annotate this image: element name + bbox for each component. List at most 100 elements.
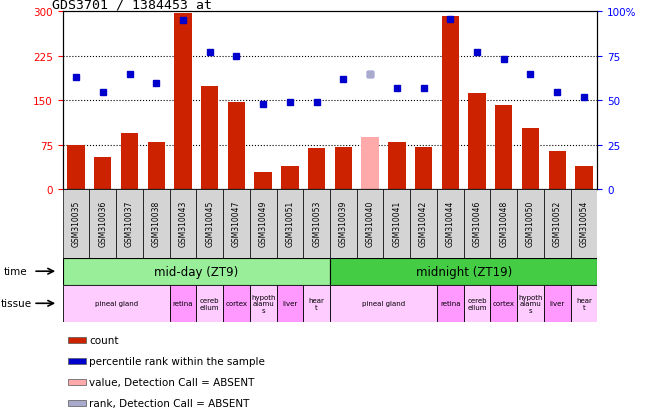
Text: GSM310047: GSM310047	[232, 200, 241, 247]
Bar	[68, 337, 86, 343]
Text: GSM310042: GSM310042	[419, 200, 428, 246]
Bar	[223, 285, 249, 322]
Text: hypoth
alamu
s: hypoth alamu s	[251, 294, 275, 313]
Bar	[469, 93, 486, 190]
Bar	[68, 380, 86, 385]
Text: midnight (ZT19): midnight (ZT19)	[416, 265, 512, 278]
Bar	[277, 190, 304, 258]
Text: GSM310036: GSM310036	[98, 200, 108, 247]
Bar	[415, 147, 432, 190]
Bar	[304, 285, 330, 322]
Bar	[255, 172, 272, 190]
Bar	[495, 105, 512, 190]
Bar	[330, 190, 356, 258]
Bar	[356, 190, 383, 258]
Bar	[517, 190, 544, 258]
Bar	[330, 258, 597, 285]
Bar	[281, 166, 298, 190]
Bar	[330, 285, 437, 322]
Text: GSM310039: GSM310039	[339, 200, 348, 247]
Bar	[223, 190, 249, 258]
Bar	[197, 190, 223, 258]
Bar	[308, 149, 325, 190]
Text: percentile rank within the sample: percentile rank within the sample	[89, 356, 265, 366]
Bar	[277, 285, 304, 322]
Bar	[437, 285, 464, 322]
Text: retina: retina	[173, 301, 193, 306]
Bar	[143, 190, 170, 258]
Bar	[90, 190, 116, 258]
Text: liver: liver	[282, 301, 298, 306]
Text: liver: liver	[550, 301, 565, 306]
Bar	[570, 285, 597, 322]
Text: GSM310045: GSM310045	[205, 200, 214, 247]
Text: hear
t: hear t	[309, 297, 325, 310]
Text: GSM310038: GSM310038	[152, 200, 161, 246]
Text: pineal gland: pineal gland	[94, 301, 138, 306]
Text: cereb
ellum: cereb ellum	[200, 297, 220, 310]
Bar	[388, 142, 405, 190]
Text: cortex: cortex	[493, 301, 515, 306]
Bar	[170, 190, 197, 258]
Text: GSM310050: GSM310050	[526, 200, 535, 247]
Bar	[94, 157, 112, 190]
Bar	[383, 190, 411, 258]
Bar	[463, 285, 490, 322]
Bar	[116, 190, 143, 258]
Bar	[68, 400, 86, 406]
Bar	[437, 190, 464, 258]
Text: hypoth
alamu
s: hypoth alamu s	[518, 294, 543, 313]
Bar	[304, 190, 330, 258]
Text: retina: retina	[440, 301, 461, 306]
Text: rank, Detection Call = ABSENT: rank, Detection Call = ABSENT	[89, 398, 249, 408]
Text: cortex: cortex	[226, 301, 248, 306]
Bar	[544, 190, 571, 258]
Text: pineal gland: pineal gland	[362, 301, 405, 306]
Text: tissue: tissue	[1, 299, 32, 309]
Bar	[250, 285, 277, 322]
Text: GSM310046: GSM310046	[473, 200, 482, 247]
Bar	[490, 190, 517, 258]
Text: time: time	[3, 266, 27, 277]
Text: GSM310043: GSM310043	[178, 200, 187, 247]
Bar	[67, 146, 84, 190]
Text: GSM310035: GSM310035	[71, 200, 81, 247]
Bar	[522, 129, 539, 190]
Bar	[548, 152, 566, 190]
Text: GSM310037: GSM310037	[125, 200, 134, 247]
Text: GSM310048: GSM310048	[499, 200, 508, 246]
Bar	[148, 142, 165, 190]
Bar	[68, 358, 86, 364]
Text: GSM310052: GSM310052	[552, 200, 562, 246]
Text: GSM310053: GSM310053	[312, 200, 321, 247]
Text: GSM310049: GSM310049	[259, 200, 268, 247]
Bar	[442, 17, 459, 190]
Bar	[463, 190, 490, 258]
Text: value, Detection Call = ABSENT: value, Detection Call = ABSENT	[89, 377, 254, 387]
Bar	[411, 190, 437, 258]
Text: GDS3701 / 1384453_at: GDS3701 / 1384453_at	[52, 0, 212, 11]
Bar	[362, 138, 379, 190]
Bar	[63, 285, 170, 322]
Bar	[201, 86, 218, 190]
Bar	[490, 285, 517, 322]
Text: GSM310044: GSM310044	[446, 200, 455, 247]
Text: count: count	[89, 335, 118, 345]
Bar	[517, 285, 544, 322]
Bar	[228, 102, 245, 190]
Text: mid-day (ZT9): mid-day (ZT9)	[154, 265, 238, 278]
Bar	[121, 134, 138, 190]
Text: GSM310040: GSM310040	[366, 200, 375, 247]
Bar	[544, 285, 571, 322]
Bar	[170, 285, 197, 322]
Bar	[570, 190, 597, 258]
Text: GSM310054: GSM310054	[579, 200, 589, 247]
Bar	[63, 190, 90, 258]
Text: cereb
ellum: cereb ellum	[467, 297, 487, 310]
Text: GSM310051: GSM310051	[285, 200, 294, 246]
Text: hear
t: hear t	[576, 297, 592, 310]
Text: GSM310041: GSM310041	[392, 200, 401, 246]
Bar	[335, 147, 352, 190]
Bar	[250, 190, 277, 258]
Bar	[174, 14, 191, 190]
